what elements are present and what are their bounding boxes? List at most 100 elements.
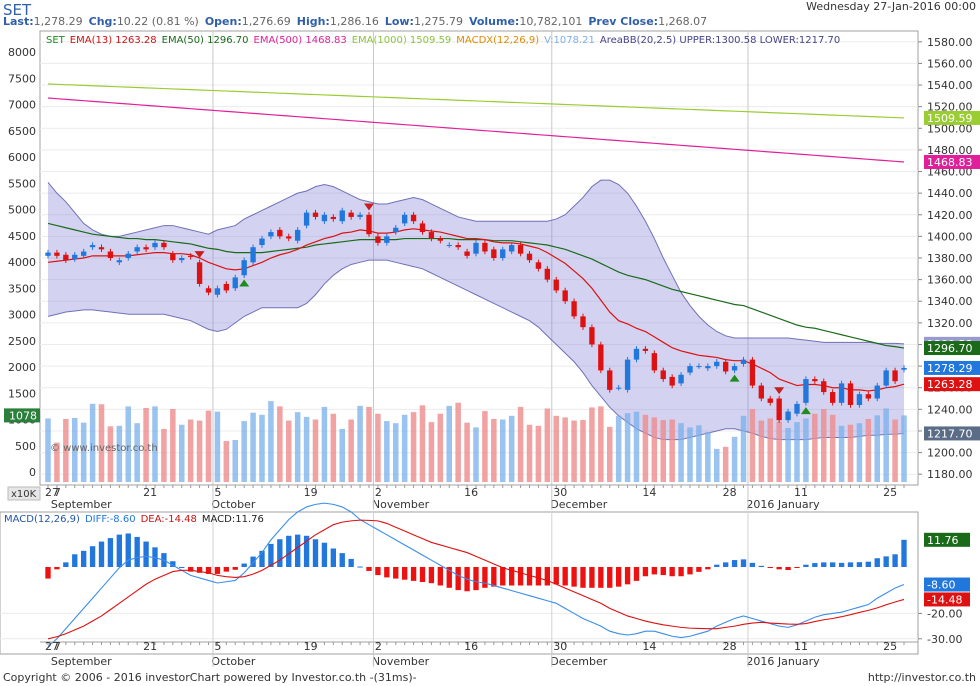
macd-hist-bar xyxy=(321,542,328,567)
candle-body xyxy=(731,366,738,371)
day-label: 25 xyxy=(883,486,897,499)
volume-bar xyxy=(749,409,756,482)
volume-bar xyxy=(375,413,381,482)
candle-body xyxy=(785,411,791,421)
volume-bar xyxy=(624,413,631,482)
day-label: 30 xyxy=(553,486,567,499)
macd-hist-bar xyxy=(134,536,140,567)
month-label: December xyxy=(550,498,608,511)
macd-hist-bar xyxy=(633,567,640,581)
volume-tick-label: 4000 xyxy=(8,256,36,269)
macd-hist-bar xyxy=(615,567,622,587)
site-link[interactable]: http://investor.co.th xyxy=(868,671,976,684)
volume-bar xyxy=(812,413,818,482)
quote-label: Low: xyxy=(385,15,414,28)
macd-hist-bar xyxy=(803,564,809,567)
volume-bar xyxy=(214,411,221,482)
candle-body xyxy=(598,344,604,371)
macd-hist-bar xyxy=(259,550,265,567)
volume-bar xyxy=(651,417,658,482)
day-label: 28 xyxy=(723,486,737,499)
day-label: 16 xyxy=(464,486,478,499)
macd-hist-bar xyxy=(705,567,711,570)
macd-hist-bar xyxy=(312,539,319,567)
volume-bar xyxy=(615,415,622,482)
volume-bar xyxy=(178,424,185,482)
macd-value-tag xyxy=(924,592,970,607)
candle-body xyxy=(508,245,515,252)
volume-bar xyxy=(259,414,265,482)
macd-hist-bar xyxy=(54,567,60,570)
candle-body xyxy=(812,379,818,382)
candle-body xyxy=(829,392,836,403)
quote-value: 1,286.16 xyxy=(330,15,379,28)
volume-bar xyxy=(776,421,782,482)
quote-row: Last:1,278.29 Chg:10.22 (0.81 %) Open:1,27… xyxy=(3,15,707,28)
quote-value: 1,268.07 xyxy=(658,15,707,28)
volume-bar xyxy=(508,415,515,482)
legend-item: EMA(1000) 1509.59 xyxy=(352,35,452,46)
candle-body xyxy=(72,254,78,260)
ema1000-line xyxy=(47,83,905,119)
month-label: October xyxy=(211,655,255,668)
price-value-tag-text: 1217.70 xyxy=(927,427,973,440)
candle-body xyxy=(615,387,622,389)
price-tick-label: 1580.00 xyxy=(927,36,973,49)
buy-marker xyxy=(729,374,740,382)
candle-body xyxy=(437,238,444,241)
candle-body xyxy=(303,212,310,226)
macd-hist-bar xyxy=(785,567,791,571)
legend-item: EMA(500) 1468.83 xyxy=(254,35,347,46)
volume-bar xyxy=(366,406,372,482)
sell-marker xyxy=(364,203,374,211)
candle-body xyxy=(838,383,845,403)
price-value-tag-text: 1468.83 xyxy=(927,156,973,169)
macd-hist-bar xyxy=(116,534,123,567)
volume-tick-label: 8000 xyxy=(8,46,36,59)
candle-body xyxy=(259,238,265,246)
candle-body xyxy=(321,214,328,222)
legend-text: SET EMA(13) 1263.28 EMA(50) 1296.70 EMA(500… xyxy=(46,35,840,46)
candle-body xyxy=(107,251,114,258)
price-tick-label: 1360.00 xyxy=(927,274,973,287)
price-value-labels: 1509.591468.831300.581296.701278.291263.… xyxy=(924,110,980,441)
price-grid xyxy=(40,31,918,485)
macd-hist-bar xyxy=(196,567,203,573)
macd-legend-item: DIFF:-8.60 xyxy=(85,514,136,525)
candle-body xyxy=(544,268,551,280)
volume-tick-label: 5500 xyxy=(8,177,36,190)
price-tick-label: 1340.00 xyxy=(927,295,973,308)
volume-bar xyxy=(232,439,239,482)
macd-hist-bar xyxy=(687,567,693,575)
quote-value: 1,278.29 xyxy=(34,15,83,28)
candle-body xyxy=(883,370,889,386)
day-label: 27 xyxy=(45,640,59,653)
macd-hist-bar xyxy=(410,567,417,581)
volume-bar xyxy=(152,406,158,482)
candle-body xyxy=(89,245,96,248)
candle-body xyxy=(464,251,470,256)
macd-hist-bar xyxy=(598,567,604,588)
volume-bar xyxy=(589,407,595,482)
volume-bar xyxy=(598,406,604,482)
macd-hist-bar xyxy=(508,567,515,586)
volume-bar xyxy=(419,405,426,482)
macd-hist-bar xyxy=(143,541,149,567)
quote-label: Prev Close: xyxy=(588,15,658,28)
macd-hist-bar xyxy=(544,567,551,586)
legend-item: SET xyxy=(46,35,66,46)
candle-body xyxy=(357,214,363,217)
volume-bar xyxy=(678,423,684,482)
candle-body xyxy=(196,262,203,284)
signal-markers xyxy=(194,203,811,415)
candle-body xyxy=(223,283,230,291)
quote-value: 10,782,101 xyxy=(519,15,582,28)
legend-item: EMA(13) 1263.28 xyxy=(70,35,157,46)
macd-hist-bar xyxy=(607,567,613,588)
macd-hist-bar xyxy=(437,567,444,586)
watermark: © www.investor.co.th xyxy=(50,443,158,454)
macd-hist-bar xyxy=(731,560,738,567)
macd-hist-bar xyxy=(696,567,702,572)
volume-bar xyxy=(722,446,729,482)
